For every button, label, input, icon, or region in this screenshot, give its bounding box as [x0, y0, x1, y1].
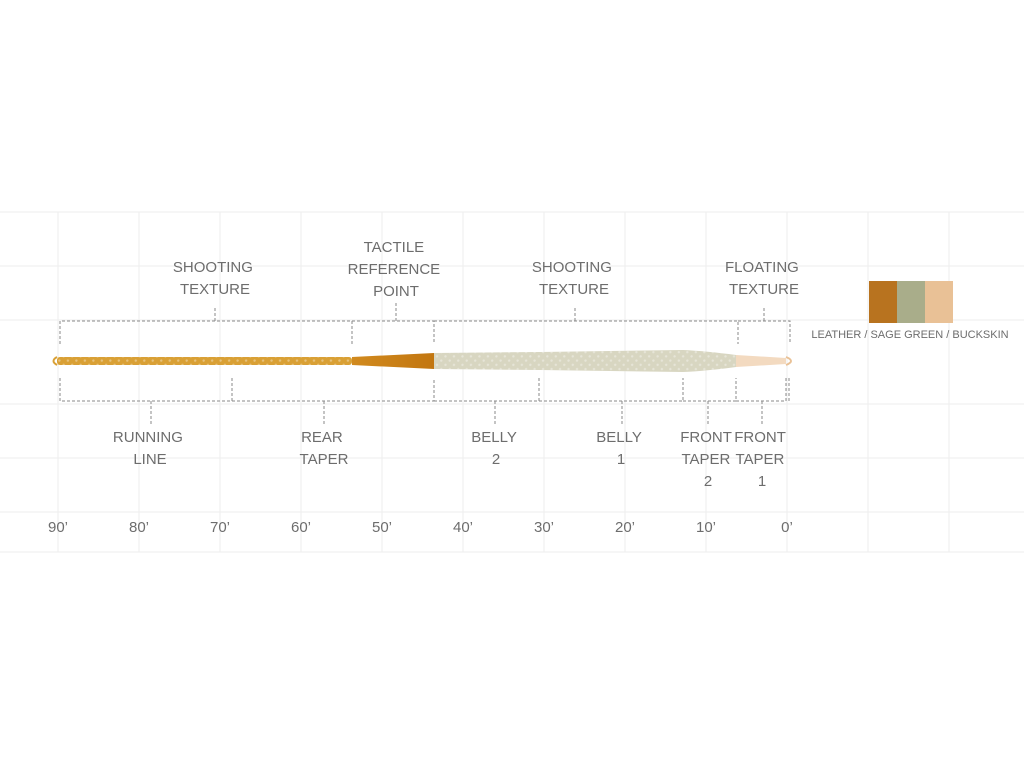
- label-line: TEXTURE: [539, 281, 609, 298]
- axis-tick-label: 70’: [210, 519, 230, 536]
- axis-tick-label: 30’: [534, 519, 554, 536]
- rear-loop: [52, 356, 58, 366]
- label-line: SHOOTING: [532, 259, 612, 276]
- label-line: REFERENCE: [348, 261, 441, 278]
- label-line: 2: [492, 451, 500, 468]
- front-loop: [785, 356, 792, 366]
- bracket-tactile-reference: [352, 320, 435, 344]
- label-line: POINT: [373, 283, 419, 300]
- axis-tick-label: 80’: [129, 519, 149, 536]
- axis-tick-label: 0’: [781, 519, 793, 536]
- axis-tick-label: 50’: [372, 519, 392, 536]
- background-grid: [0, 211, 1024, 553]
- legend-swatch-buckskin: [925, 281, 953, 323]
- axis-tick-label: 10’: [696, 519, 716, 536]
- label-line: LINE: [133, 451, 166, 468]
- label-line: FLOATING: [725, 259, 799, 276]
- label-belly-2: BELLY 2: [471, 429, 521, 468]
- bracket-belly-2: [434, 378, 540, 402]
- legend-swatch-sage-green: [897, 281, 925, 323]
- label-line: TAPER: [681, 451, 730, 468]
- color-legend: LEATHER / SAGE GREEN / BUCKSKIN: [811, 281, 1009, 341]
- tactile-reference-segment: [352, 353, 434, 369]
- label-line: TEXTURE: [180, 281, 250, 298]
- label-line: RUNNING: [113, 429, 183, 446]
- bracket-rear-taper: [232, 378, 435, 402]
- label-rear-taper: REAR TAPER: [300, 429, 349, 468]
- bracket-running-line: [59, 378, 233, 402]
- floating-tip-segment: [736, 355, 786, 367]
- bottom-brackets: [59, 378, 790, 426]
- label-line: BELLY: [471, 429, 517, 446]
- axis-tick-label: 60’: [291, 519, 311, 536]
- label-floating-texture: FLOATING TEXTURE: [725, 259, 803, 298]
- bracket-shooting-texture-rear: [59, 320, 353, 344]
- axis-tick-label: 20’: [615, 519, 635, 536]
- label-tactile-reference-point: TACTILE REFERENCE POINT: [348, 239, 445, 300]
- label-front-taper-1: FRONT TAPER 1: [734, 429, 790, 490]
- label-shooting-texture-rear: SHOOTING TEXTURE: [173, 259, 257, 298]
- label-line: TACTILE: [364, 239, 425, 256]
- axis-tick-label: 90’: [48, 519, 68, 536]
- top-brackets: [59, 302, 791, 344]
- label-front-taper-2: FRONT TAPER 2: [680, 429, 736, 490]
- label-line: FRONT: [680, 429, 731, 446]
- legend-swatch-leather: [869, 281, 897, 323]
- label-line: REAR: [301, 429, 343, 446]
- bracket-front-taper-1: [736, 378, 787, 402]
- legend-caption: LEATHER / SAGE GREEN / BUCKSKIN: [811, 329, 1008, 341]
- label-line: BELLY: [596, 429, 642, 446]
- bracket-belly-1: [539, 378, 684, 402]
- label-line: 1: [758, 473, 766, 490]
- label-line: 2: [704, 473, 712, 490]
- distance-axis: 90’ 80’ 70’ 60’ 50’ 40’ 30’ 20’ 10’ 0’: [48, 519, 793, 536]
- label-line: 1: [617, 451, 625, 468]
- fly-line: [52, 350, 792, 372]
- label-line: SHOOTING: [173, 259, 253, 276]
- bracket-shooting-texture-front: [434, 320, 739, 344]
- axis-tick-label: 40’: [453, 519, 473, 536]
- label-line: FRONT: [734, 429, 785, 446]
- label-line: TEXTURE: [729, 281, 799, 298]
- label-running-line: RUNNING LINE: [113, 429, 187, 468]
- bracket-floating-texture: [738, 320, 791, 344]
- label-line: TAPER: [300, 451, 349, 468]
- label-shooting-texture-front: SHOOTING TEXTURE: [532, 259, 616, 298]
- label-belly-1: BELLY 1: [596, 429, 646, 468]
- label-line: TAPER: [735, 451, 784, 468]
- bracket-front-taper-2: [683, 378, 737, 402]
